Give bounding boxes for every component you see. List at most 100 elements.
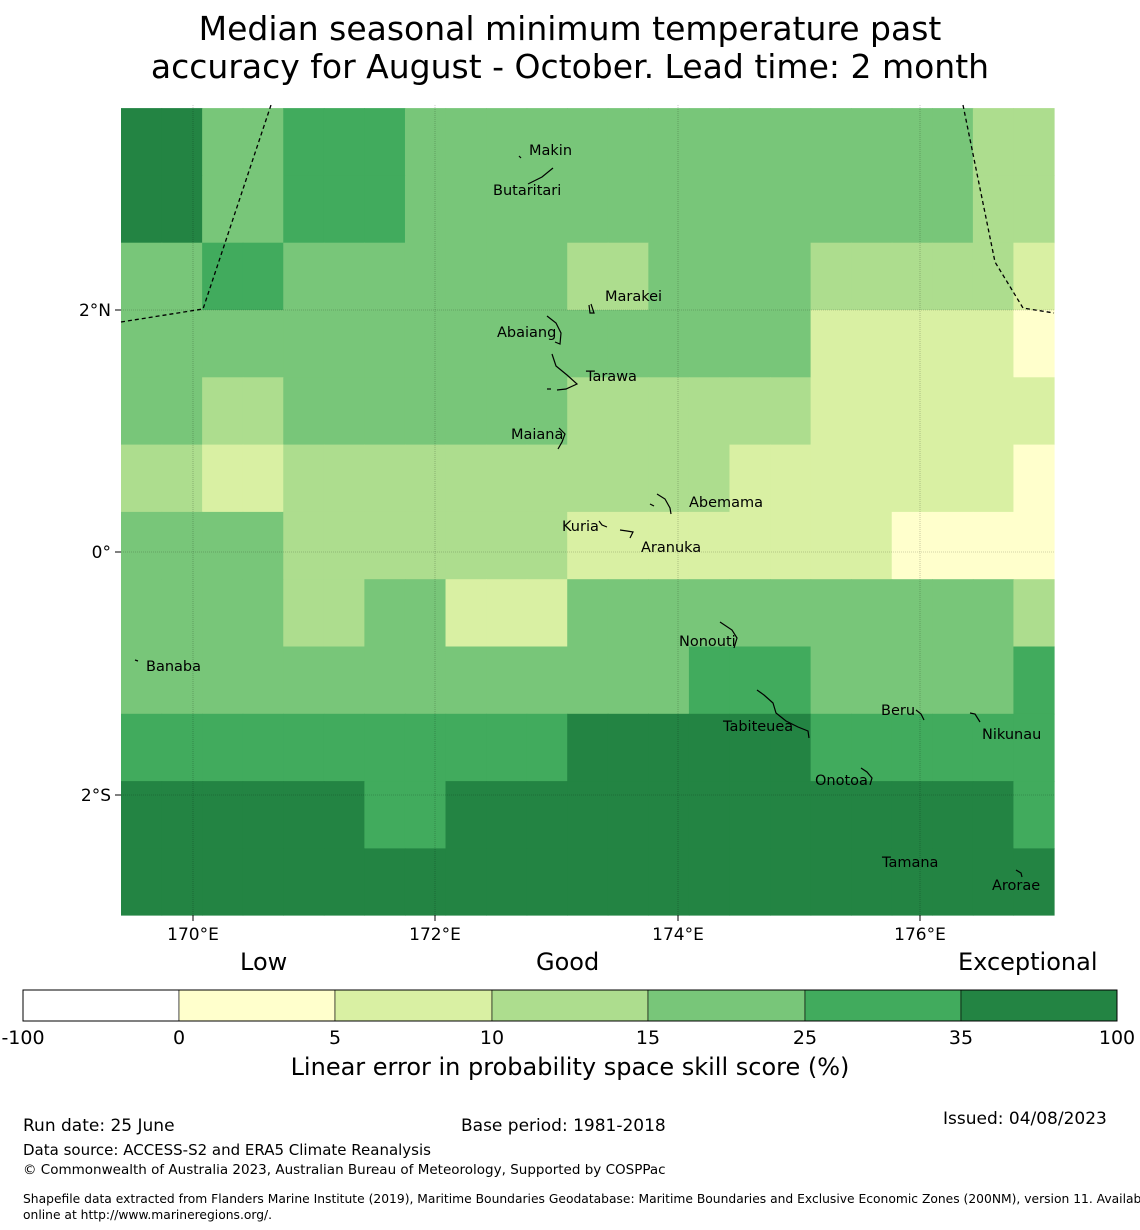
lat-tick-0: 0° bbox=[92, 543, 111, 563]
grid-cell bbox=[202, 108, 244, 176]
grid-cell bbox=[688, 848, 731, 916]
grid-cell bbox=[364, 444, 406, 513]
grid-cell bbox=[445, 781, 487, 849]
lat-tick-2n: 2°N bbox=[79, 301, 111, 321]
grid-cell bbox=[851, 848, 893, 916]
grid-cell bbox=[1013, 579, 1055, 648]
grid-cell bbox=[810, 444, 852, 513]
grid-cell bbox=[364, 175, 406, 244]
grid-cell bbox=[242, 713, 284, 782]
grid-cell bbox=[445, 310, 487, 378]
grid-cell bbox=[607, 781, 649, 849]
lon-tick-170: 170°E bbox=[167, 925, 219, 945]
grid-cell bbox=[364, 713, 406, 782]
grid-cell bbox=[729, 175, 771, 244]
grid-cell bbox=[202, 175, 244, 244]
colorbar-label: Linear error in probability space skill … bbox=[290, 1053, 850, 1081]
grid-cell bbox=[283, 175, 325, 244]
grid-cell bbox=[770, 108, 812, 176]
grid-cell bbox=[242, 242, 284, 311]
grid-cell bbox=[486, 781, 528, 849]
grid-cell bbox=[607, 310, 649, 378]
grid-cell bbox=[648, 242, 690, 311]
grid-cell bbox=[932, 108, 974, 176]
grid-cell bbox=[891, 848, 933, 916]
grid-cell bbox=[851, 242, 893, 311]
axis-ticks bbox=[115, 309, 921, 921]
grid-cell bbox=[770, 848, 812, 916]
label-nonouti: Nonouti bbox=[679, 634, 736, 650]
colorbar-swatch bbox=[334, 989, 493, 1022]
graticule bbox=[121, 105, 1054, 915]
shapefile-credit-line-2: online at http://www.marineregions.org/. bbox=[23, 1208, 273, 1222]
grid-cell bbox=[445, 377, 487, 446]
label-makin: Makin bbox=[529, 143, 572, 159]
grid-cell bbox=[932, 310, 974, 378]
grid-cell bbox=[972, 848, 1015, 916]
grid-cell bbox=[323, 511, 365, 580]
grid-cell bbox=[121, 848, 163, 916]
grid-cell bbox=[729, 848, 771, 916]
grid-cell bbox=[770, 444, 812, 513]
grid-cell bbox=[567, 511, 609, 580]
grid-cell bbox=[891, 781, 933, 849]
grid-cell bbox=[283, 579, 325, 648]
grid-cell bbox=[567, 175, 609, 244]
grid-cell bbox=[1013, 108, 1055, 176]
title-line-2: accuracy for August - October. Lead time… bbox=[150, 47, 990, 86]
lat-tick-labels: 2°N 0° 2°S bbox=[79, 301, 111, 806]
label-tabiteuea: Tabiteuea bbox=[722, 719, 793, 735]
grid-cell bbox=[445, 444, 487, 513]
grid-cell bbox=[161, 377, 203, 446]
grid-cell bbox=[202, 646, 244, 715]
grid-cell bbox=[851, 781, 893, 849]
grid-cell bbox=[648, 108, 690, 176]
grid-cell bbox=[851, 444, 893, 513]
grid-cell bbox=[404, 511, 447, 580]
grid-cell bbox=[891, 579, 933, 648]
grid-cell bbox=[891, 511, 933, 580]
label-maiana: Maiana bbox=[511, 427, 563, 443]
grid-cell bbox=[891, 444, 933, 513]
label-butaritari: Butaritari bbox=[493, 183, 561, 199]
grid-cell bbox=[810, 377, 852, 446]
grid-cell bbox=[404, 444, 447, 513]
grid-cell bbox=[891, 713, 933, 782]
grid-cell bbox=[364, 511, 406, 580]
label-abaiang: Abaiang bbox=[497, 325, 556, 341]
label-onotoa: Onotoa bbox=[815, 773, 868, 789]
grid-cell bbox=[810, 175, 852, 244]
grid-cell bbox=[486, 579, 528, 648]
lon-tick-172: 172°E bbox=[409, 925, 461, 945]
label-tarawa: Tarawa bbox=[585, 369, 637, 385]
grid-cell bbox=[770, 781, 812, 849]
grid-cell bbox=[810, 108, 852, 176]
grid-cell bbox=[932, 444, 974, 513]
grid-cell bbox=[161, 108, 203, 176]
grid-cell bbox=[364, 310, 406, 378]
grid-cell bbox=[323, 444, 365, 513]
grid-cell bbox=[283, 646, 325, 715]
grid-cell bbox=[729, 579, 771, 648]
grid-cell bbox=[810, 579, 852, 648]
grid-cell bbox=[1013, 713, 1055, 782]
grid-cell bbox=[202, 511, 244, 580]
grid-cell bbox=[161, 781, 203, 849]
grid-cell bbox=[688, 377, 731, 446]
grid-cell bbox=[567, 646, 609, 715]
grid-cell bbox=[161, 848, 203, 916]
grid-cell bbox=[486, 713, 528, 782]
grid-cell bbox=[972, 175, 1015, 244]
legend-category-exceptional: Exceptional bbox=[958, 948, 1098, 976]
grid-cell bbox=[932, 781, 974, 849]
grid-cell bbox=[526, 713, 568, 782]
grid-cell bbox=[445, 242, 487, 311]
grid-cell bbox=[364, 646, 406, 715]
grid-cell bbox=[404, 175, 447, 244]
grid-cell bbox=[486, 511, 528, 580]
grid-cell bbox=[242, 511, 284, 580]
grid-cell bbox=[323, 377, 365, 446]
grid-cell bbox=[242, 108, 284, 176]
grid-cell bbox=[404, 848, 447, 916]
grid-cell bbox=[567, 713, 609, 782]
